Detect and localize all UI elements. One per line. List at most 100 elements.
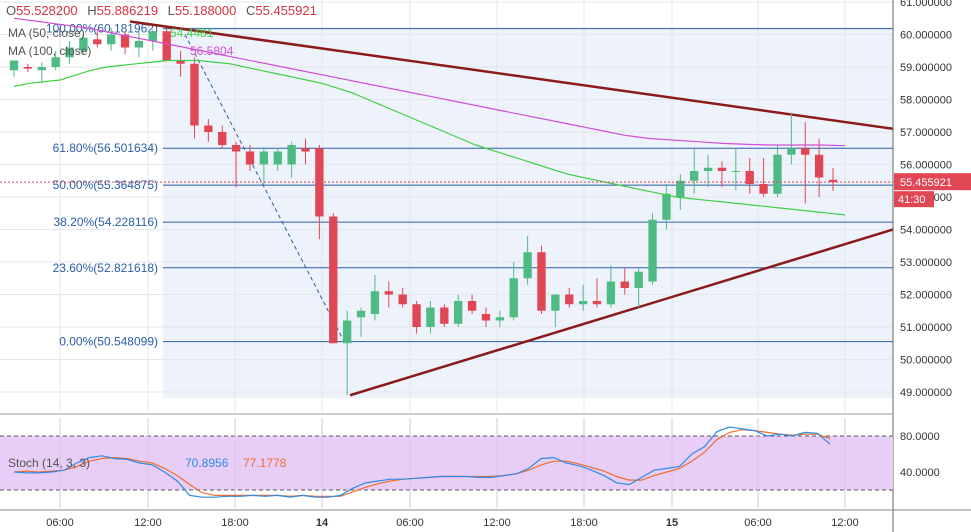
price-tick-label: 50.000000 (900, 355, 952, 367)
candle-body (273, 151, 282, 165)
stoch-legend-label: Stoch (14, 3, 3) (8, 456, 90, 470)
candle-body (329, 216, 338, 344)
fib-level-label: 50.00%(55.364875) (53, 178, 158, 192)
candle-body (551, 294, 560, 311)
candle-body (606, 281, 616, 305)
ma100-line (13, 17, 846, 147)
ohlc-low-value: 55.188000 (174, 3, 237, 18)
candle-body (690, 171, 699, 181)
candle-body (787, 148, 796, 155)
ohlc-close-key: C (245, 3, 256, 18)
candle-body (509, 278, 518, 318)
fib-level-label: 38.20%(54.228116) (53, 215, 158, 229)
time-tick-label: 12:00 (134, 517, 162, 529)
ma100-legend-value: 56.5804 (190, 44, 234, 58)
time-axis[interactable]: 06:00 12:00 18:00 14 06:00 12:00 18:00 15 06:00 1… (0, 509, 971, 529)
price-tick-label: 61.000000 (900, 0, 952, 9)
candle-body (745, 171, 754, 184)
candle-body (231, 145, 241, 152)
candle-body (190, 63, 199, 126)
ohlc-high-value: 55.886219 (96, 3, 159, 18)
candle-body (51, 57, 60, 67)
moving-averages (13, 17, 846, 216)
time-tick-label: 18:00 (570, 517, 598, 529)
trendlines (129, 20, 894, 397)
stoch-k-line (13, 426, 831, 498)
candle-body (481, 314, 491, 321)
candle-body (93, 39, 102, 45)
candle-body (315, 148, 324, 217)
candle-body (287, 145, 296, 165)
candle-body (384, 291, 393, 295)
candle-body (676, 180, 685, 197)
stoch-k-legend-value: 70.8956 (185, 456, 229, 470)
candle-body (523, 252, 532, 279)
price-pane-fib-shade (163, 27, 893, 398)
ohlc-open-value: 55.528200 (16, 3, 78, 18)
candle-body (495, 317, 505, 321)
candle-body (814, 154, 824, 178)
candle-body (370, 291, 380, 314)
candle-body (662, 193, 671, 220)
candle-body (65, 47, 74, 58)
price-tick-label: 59.000000 (900, 62, 952, 74)
price-tick-label: 53.000000 (900, 257, 952, 269)
price-tick-label: 54.000000 (900, 225, 952, 237)
time-tick-label: 06:00 (396, 517, 424, 529)
candle-body (648, 219, 657, 282)
last-price-tag-bg (894, 173, 971, 191)
price-grid (0, 0, 893, 412)
stoch-d-legend-value: 77.1778 (243, 456, 287, 470)
candle-body (245, 151, 255, 165)
price-tick-label: 57.000000 (900, 127, 952, 139)
candle-body (565, 294, 574, 305)
fib-levels: 100.00%(60.181962) 61.80%(56.501634) 50.00… (46, 22, 893, 349)
candle-body (731, 171, 740, 172)
candle-body (801, 148, 810, 155)
time-tick-label: 15 (666, 517, 678, 529)
price-tick-label: 49.000000 (900, 387, 952, 399)
candle-body (120, 34, 130, 48)
candle-body (620, 281, 629, 288)
stoch-pane: 40.0000 80.0000 (0, 413, 940, 508)
price-tick-label: 51.000000 (900, 322, 952, 334)
fib-level-label: 0.00%(50.548099) (59, 335, 158, 349)
candle-body (148, 31, 157, 41)
candle-body (162, 31, 171, 61)
price-tick-label: 58.000000 (900, 95, 952, 107)
candle-body (301, 148, 310, 152)
candle-body (537, 252, 546, 311)
candle-body (9, 60, 19, 71)
price-tick-label: 56.000000 (900, 160, 952, 172)
candles[interactable] (9, 28, 838, 396)
ma50-legend-value: 54.4481 (170, 26, 214, 40)
stoch-tick-label: 80.0000 (900, 431, 940, 443)
candle-body (134, 41, 144, 48)
time-tick-label: 06:00 (46, 517, 74, 529)
candle-body (828, 179, 838, 183)
ohlc-high-key: H (87, 3, 97, 18)
countdown-tag: 41:30 (898, 194, 926, 206)
candle-body (467, 301, 477, 311)
price-tick-label: 60.000000 (900, 30, 952, 42)
candle-body (759, 184, 768, 194)
fib-level-label: 23.60%(52.821618) (53, 261, 158, 275)
candle-body (717, 167, 727, 171)
time-tick-label: 12:00 (831, 517, 859, 529)
ma50-legend-label: MA (50, close) (8, 26, 85, 40)
time-tick-label: 12:00 (483, 517, 511, 529)
candle-body (454, 301, 463, 324)
candle-body (592, 301, 602, 305)
time-tick-label: 18:00 (221, 517, 249, 529)
candle-body (259, 151, 269, 165)
candle-body (412, 304, 421, 327)
candle-body (440, 307, 449, 324)
countdown-tag-bg (894, 191, 934, 208)
ohlc-open-key: O (6, 3, 17, 18)
fib-level-label: 100.00%(60.181962) (46, 22, 158, 36)
candle-body (342, 320, 352, 344)
candle-body (356, 310, 366, 318)
candle-body (426, 307, 435, 327)
candle-body (578, 301, 588, 305)
